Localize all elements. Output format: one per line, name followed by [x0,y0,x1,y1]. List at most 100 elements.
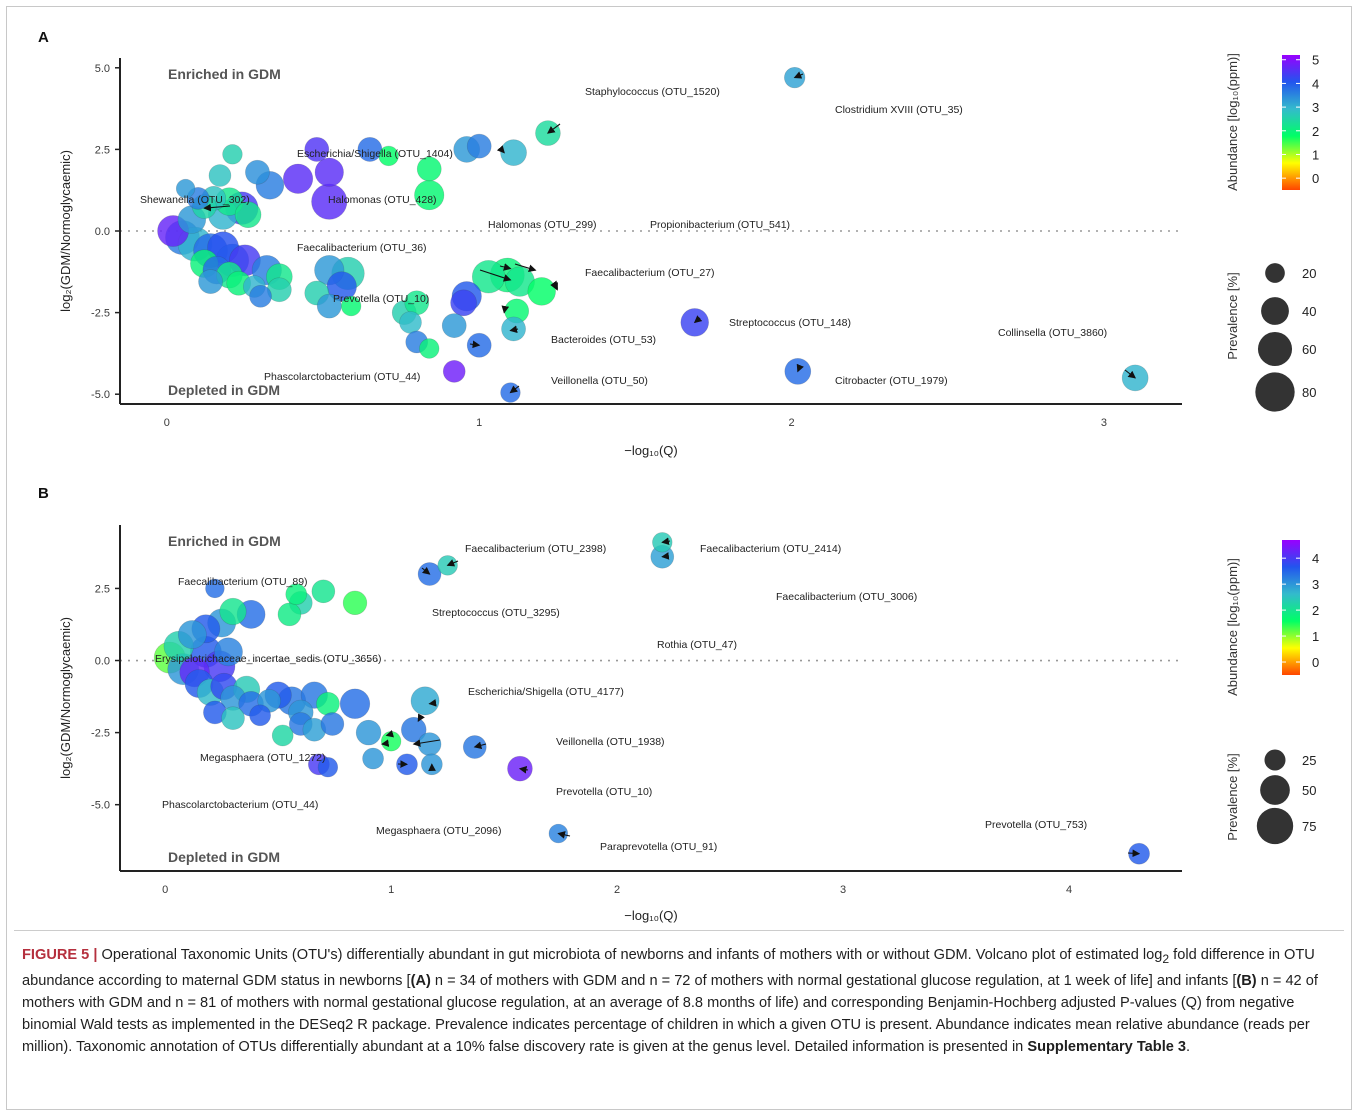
prevalence-legend-label: 80 [1302,385,1316,400]
prevalence-legend-circle [1255,372,1295,412]
annotation-label: Faecalibacterium (OTU_27) [585,267,715,279]
data-point [441,313,467,339]
annotation-label: Prevotella (OTU_10) [556,786,652,798]
colorbar-tick-label: 5 [1312,53,1319,68]
annotation-label: Citrobacter (OTU_1979) [835,375,948,387]
data-point [326,271,357,302]
depleted-label: Depleted in GDM [168,849,280,865]
caption-text-3: n = 34 of mothers with GDM and n = 72 of… [430,972,1237,989]
annotation-arrow [412,739,441,747]
annotation-arrow [1124,369,1137,379]
annotation-arrow [501,305,510,314]
annotation-label: Faecalibacterium (OTU_3006) [776,591,917,603]
caption-end: . [1186,1038,1191,1055]
prevalence-legend-title: Prevalence [%] [1225,272,1240,359]
x-axis-label: −log₁₀(Q) [624,908,678,923]
annotation-arrow [547,123,561,134]
annotation-arrow [473,741,487,750]
annotation-label: Streptococcus (OTU_148) [729,317,851,329]
depleted-label: Depleted in GDM [168,382,280,398]
data-point [311,579,336,604]
annotation-arrow [428,699,437,707]
annotation-arrow [499,263,512,271]
data-point [317,757,339,778]
colorbar-tick-label: 2 [1312,603,1319,618]
data-point [245,159,270,185]
annotation-arrow [661,537,671,545]
annotation-label: Faecalibacterium (OTU_36) [297,242,427,254]
annotation-arrow [469,340,481,349]
x-tick-label: 4 [1066,884,1072,896]
colorbar-tick-label: 1 [1312,147,1319,162]
annotation-arrow [496,145,505,154]
annotation-label: Halomonas (OTU_299) [488,219,597,231]
data-point [314,157,344,187]
prevalence-legend-circle [1261,297,1289,325]
y-axis-label: log₂(GDM/Normoglycaemic) [58,617,73,779]
data-point [410,686,440,716]
data-point [355,719,382,746]
panel-label: A [38,29,49,46]
data-point [219,597,247,626]
prevalence-legend-label: 40 [1302,304,1316,319]
caption-panel-a: (A) [410,972,431,989]
data-point [399,311,422,334]
enriched-label: Enriched in GDM [168,533,281,549]
annotation-label: Escherichia/Shigella (OTU_4177) [468,686,624,698]
colorbar-tick-label: 1 [1312,629,1319,644]
data-point [341,295,362,317]
colorbar-tick-label: 2 [1312,124,1319,139]
annotation-label: Propionibacterium (OTU_541) [650,219,790,231]
data-point [205,578,225,599]
figure-svg: A 5.0 2.5 0.0 -2.5 -5.0 0 1 2 3 −log₁₀(Q) log₂(GDM/… [38,29,1319,923]
prevalence-legend-label: 60 [1302,342,1316,357]
caption-text-2: fold difference in OTU abundance accordi… [22,947,1315,989]
annotation-label: Veillonella (OTU_50) [551,375,648,387]
annotation-arrow [793,71,804,79]
annotation-label: Bacteroides (OTU_53) [551,334,656,346]
annotation-label: Faecalibacterium (OTU_2398) [465,543,606,555]
annotation-arrow [509,385,520,394]
y-tick-label: 0.0 [95,226,110,238]
y-tick-label: 2.5 [95,583,110,595]
panel-label: B [38,485,49,502]
annotation-label: Faecalibacterium (OTU_2414) [700,543,841,555]
data-point [198,269,223,294]
caption-text-1: Operational Taxonomic Units (OTU's) diff… [101,947,1163,963]
x-tick-label: 0 [162,884,168,896]
figure-caption: FIGURE 5 | Operational Taxonomic Units (… [22,944,1340,1058]
data-point [271,724,294,747]
abundance-colorbar [1282,540,1300,675]
x-tick-label: 3 [840,884,846,896]
data-point [221,706,245,730]
y-axis-label: log₂(GDM/Normoglycaemic) [58,150,73,312]
y-tick-label: 5.0 [95,63,110,75]
annotation-label: Halomonas (OTU_428) [328,194,437,206]
x-tick-label: 2 [788,417,794,429]
y-tick-label: -2.5 [91,728,110,740]
data-point [208,164,232,187]
annotation-arrow [661,552,670,560]
caption-supplementary-link[interactable]: Supplementary Table 3 [1027,1038,1187,1055]
annotation-arrow [693,315,703,324]
x-tick-label: 2 [614,884,620,896]
annotation-arrow [385,730,395,738]
prevalence-legend-title: Prevalence [%] [1225,753,1240,840]
x-tick-label: 1 [388,884,394,896]
y-tick-label: 0.0 [95,656,110,668]
x-tick-label: 0 [164,417,170,429]
panel-a: A 5.0 2.5 0.0 -2.5 -5.0 0 1 2 3 −log₁₀(Q) log₂(GDM/… [38,29,1319,458]
annotation-label: Phascolarctobacterium (OTU_44) [264,371,420,383]
annotation-arrow [514,263,537,272]
data-point [214,637,243,667]
annotation-arrow [479,269,512,282]
data-point [320,712,345,736]
data-point [249,704,271,727]
colorbar-tick-label: 0 [1312,171,1319,186]
annotation-label: Collinsella (OTU_3860) [998,327,1107,339]
data-point [304,137,330,162]
annotation-arrow [509,325,519,333]
annotation-arrow [417,713,425,723]
colorbar-tick-label: 3 [1312,577,1319,592]
annotation-label: Phascolarctobacterium (OTU_44) [162,799,318,811]
